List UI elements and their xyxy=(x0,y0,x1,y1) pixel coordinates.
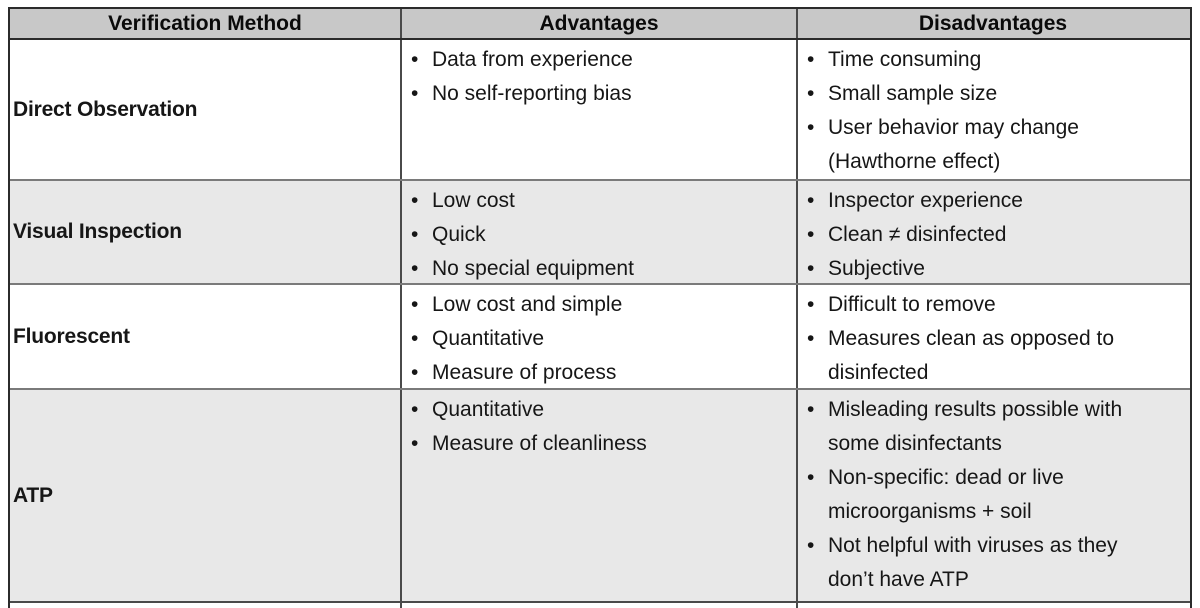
bullet-icon: • xyxy=(411,293,419,316)
header-disadvantages: Disadvantages xyxy=(918,11,1068,35)
bullet-text: Misleading results possible with some di… xyxy=(828,398,1123,455)
bullet-icon: • xyxy=(807,293,815,316)
bullet-item: • User behavior may change (Hawthorne eff… xyxy=(805,111,1152,179)
disadvantages-list: • Misleading results possible with some d… xyxy=(798,390,1156,597)
advantages-list: • Low cost and simple • Quantitative • Measur… xyxy=(402,285,796,388)
bullet-item: • Time consuming xyxy=(805,43,1152,77)
bullet-icon: • xyxy=(807,466,815,489)
bullet-item: • Data from experience xyxy=(409,43,792,77)
bullet-item: • Not helpful with viruses as they don’t … xyxy=(805,529,1152,597)
bullet-item: • Misleading results possible with some d… xyxy=(805,393,1152,461)
bullet-icon: • xyxy=(807,189,815,212)
bullet-icon: • xyxy=(411,432,419,455)
bullet-item: • Quantitative xyxy=(409,393,792,427)
advantages-cell: • Low cost and simple • Quantitative • Measur… xyxy=(402,285,798,388)
disadvantages-cell: • Inspector experience • Clean ≠ disinfecte… xyxy=(798,181,1188,283)
table-header-row: Verification Method Advantages Disadvant… xyxy=(10,9,1190,40)
bullet-icon: • xyxy=(411,398,419,421)
partial-cell xyxy=(402,603,798,608)
table-row-direct-observation: Direct Observation • Data from experience… xyxy=(10,40,1190,179)
disadvantages-cell: • Difficult to remove • Measures clean as o… xyxy=(798,285,1188,388)
advantages-cell: • Quantitative • Measure of cleanliness xyxy=(402,390,798,601)
bullet-text: Data from experience xyxy=(432,48,633,71)
bullet-item: • Subjective xyxy=(805,252,1152,283)
bullet-item: • Measures clean as opposed to disinfecte… xyxy=(805,322,1152,388)
bullet-text: Non-specific: dead or live microorganism… xyxy=(828,466,1064,523)
partial-next-row xyxy=(10,601,1190,608)
bullet-text: No special equipment xyxy=(432,257,634,280)
verification-methods-table: Verification Method Advantages Disadvant… xyxy=(8,7,1192,608)
bullet-text: Quantitative xyxy=(432,327,545,350)
bullet-item: • Clean ≠ disinfected xyxy=(805,218,1152,252)
bullet-text: No self-reporting bias xyxy=(432,82,632,105)
bullet-text: User behavior may change (Hawthorne effe… xyxy=(828,116,1079,173)
header-verification-method: Verification Method xyxy=(10,9,402,38)
disadvantages-list: • Difficult to remove • Measures clean as o… xyxy=(798,285,1156,388)
bullet-item: • Difficult to remove xyxy=(805,288,1152,322)
method-name-fluorescent: Fluorescent xyxy=(10,285,402,388)
bullet-text: Measures clean as opposed to disinfected xyxy=(828,327,1115,384)
partial-cell xyxy=(10,603,402,608)
advantages-cell: • Low cost • Quick • No special equipment xyxy=(402,181,798,283)
advantages-list: • Data from experience • No self-reporting … xyxy=(402,40,796,111)
bullet-text: Inspector experience xyxy=(828,189,1023,212)
bullet-icon: • xyxy=(411,327,419,350)
bullet-text: Low cost xyxy=(432,189,515,212)
bullet-item: • Non-specific: dead or live microorganis… xyxy=(805,461,1152,529)
method-name-direct-observation: Direct Observation xyxy=(10,40,402,179)
disadvantages-list: • Inspector experience • Clean ≠ disinfecte… xyxy=(798,181,1156,283)
bullet-icon: • xyxy=(411,257,419,280)
bullet-text: Not helpful with viruses as they don’t h… xyxy=(828,534,1118,591)
advantages-list: • Quantitative • Measure of cleanliness xyxy=(402,390,796,461)
method-name-visual-inspection: Visual Inspection xyxy=(10,181,402,283)
disadvantages-cell: • Time consuming • Small sample size • User b… xyxy=(798,40,1188,179)
bullet-icon: • xyxy=(807,48,815,71)
table-row-atp: ATP • Quantitative • Measure of cleanliness… xyxy=(10,388,1190,601)
bullet-icon: • xyxy=(411,82,419,105)
disadvantages-list: • Time consuming • Small sample size • User b… xyxy=(798,40,1156,179)
bullet-icon: • xyxy=(411,189,419,212)
header-advantages: Advantages xyxy=(402,9,798,38)
advantages-cell: • Data from experience • No self-reporting … xyxy=(402,40,798,179)
bullet-text: Quantitative xyxy=(432,398,545,421)
bullet-icon: • xyxy=(807,116,815,139)
bullet-icon: • xyxy=(807,327,815,350)
bullet-icon: • xyxy=(411,48,419,71)
bullet-icon: • xyxy=(807,82,815,105)
bullet-item: • Low cost and simple xyxy=(409,288,792,322)
method-name-atp: ATP xyxy=(10,390,402,601)
bullet-item: • No self-reporting bias xyxy=(409,77,792,111)
partial-cell xyxy=(798,603,1188,608)
bullet-text: Small sample size xyxy=(828,82,998,105)
bullet-icon: • xyxy=(807,534,815,557)
advantages-list: • Low cost • Quick • No special equipment xyxy=(402,181,796,283)
bullet-icon: • xyxy=(807,398,815,421)
bullet-text: Quick xyxy=(432,223,486,246)
bullet-item: • Inspector experience xyxy=(805,184,1152,218)
bullet-icon: • xyxy=(807,257,815,280)
bullet-text: Measure of process xyxy=(432,361,617,384)
bullet-text: Clean ≠ disinfected xyxy=(828,223,1007,246)
bullet-item: • Low cost xyxy=(409,184,792,218)
bullet-item: • Quick xyxy=(409,218,792,252)
bullet-text: Subjective xyxy=(828,257,925,280)
bullet-text: Measure of cleanliness xyxy=(432,432,647,455)
table-row-fluorescent: Fluorescent • Low cost and simple • Quantit… xyxy=(10,283,1190,388)
bullet-text: Difficult to remove xyxy=(828,293,996,316)
bullet-icon: • xyxy=(807,223,815,246)
disadvantages-cell: • Misleading results possible with some d… xyxy=(798,390,1188,601)
bullet-icon: • xyxy=(411,223,419,246)
bullet-item: • Measure of process xyxy=(409,356,792,388)
bullet-icon: • xyxy=(411,361,419,384)
bullet-text: Low cost and simple xyxy=(432,293,623,316)
bullet-text: Time consuming xyxy=(828,48,982,71)
bullet-item: • Measure of cleanliness xyxy=(409,427,792,461)
table-row-visual-inspection: Visual Inspection • Low cost • Quick • No spe… xyxy=(10,179,1190,283)
bullet-item: • Small sample size xyxy=(805,77,1152,111)
bullet-item: • Quantitative xyxy=(409,322,792,356)
bullet-item: • No special equipment xyxy=(409,252,792,283)
